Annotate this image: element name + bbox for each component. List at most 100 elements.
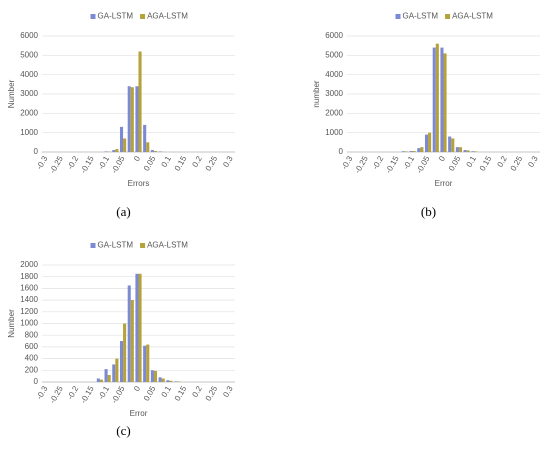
x-tick-label: 0.25 (509, 154, 525, 172)
x-tick-label: 0.25 (204, 384, 220, 402)
bar (428, 132, 432, 152)
bar (417, 148, 421, 152)
bar (174, 381, 178, 382)
x-tick-label: 0.25 (204, 154, 220, 172)
bar (169, 380, 173, 382)
legend-swatch (140, 14, 146, 19)
y-tick-label: 6000 (325, 31, 343, 40)
bar (115, 358, 119, 382)
y-tick-label: 2000 (20, 108, 38, 117)
x-tick-label: -0.05 (110, 384, 127, 405)
x-tick-label: -0.25 (48, 384, 65, 405)
bar (150, 150, 154, 152)
y-tick-label: 1000 (20, 128, 38, 137)
x-tick-label: 0.05 (447, 154, 463, 172)
bar (161, 378, 165, 382)
y-tick-label: 200 (25, 365, 39, 374)
x-tick-label: 0.2 (495, 154, 509, 169)
y-tick-label: 5000 (325, 50, 343, 59)
bar (440, 47, 444, 152)
y-axis-title: Number (7, 309, 16, 338)
y-tick-label: 2000 (20, 260, 38, 269)
bar (138, 273, 142, 382)
bar (127, 285, 131, 382)
legend-label: AGA-LSTM (147, 12, 188, 21)
y-tick-label: 400 (25, 354, 39, 363)
x-axis-title: Error (435, 179, 453, 188)
bar (112, 364, 116, 382)
x-tick-label: -0.25 (353, 154, 370, 175)
bar (135, 273, 139, 382)
x-tick-label: 0 (132, 384, 142, 393)
y-tick-label: 0 (339, 147, 344, 156)
legend-label: GA-LSTM (98, 12, 134, 21)
bar (150, 370, 154, 382)
y-tick-label: 4000 (20, 70, 38, 79)
legend-label: GA-LSTM (98, 241, 134, 250)
legend-label: AGA-LSTM (452, 12, 493, 21)
bar (96, 378, 100, 382)
bar (177, 381, 181, 382)
bar (130, 87, 134, 152)
y-axis-title: Number (7, 79, 16, 108)
bar (166, 380, 170, 382)
legend-swatch (395, 14, 401, 19)
x-tick-label: 0.3 (221, 384, 235, 399)
bar (153, 151, 158, 152)
bar (448, 136, 452, 152)
y-tick-label: 6000 (20, 31, 38, 40)
x-tick-label: 0.05 (142, 154, 158, 172)
y-tick-label: 800 (25, 330, 39, 339)
bar (112, 150, 116, 152)
bar (123, 323, 127, 382)
bar (115, 149, 119, 152)
bar (471, 151, 475, 152)
x-tick-label: -0.3 (35, 384, 50, 401)
bar (153, 370, 158, 382)
legend-label: AGA-LSTM (147, 241, 188, 250)
x-tick-label: 0.1 (160, 154, 174, 169)
x-tick-label: -0.3 (35, 154, 50, 171)
x-tick-label: 0.1 (465, 154, 479, 169)
bar (158, 377, 162, 382)
x-tick-label: 0 (132, 154, 142, 163)
caption: (c) (116, 423, 130, 438)
y-tick-label: 1000 (325, 128, 343, 137)
caption: (b) (421, 204, 436, 219)
bar (143, 345, 147, 382)
y-axis-title: number (312, 80, 321, 107)
legend-swatch (445, 14, 451, 19)
bar (409, 151, 413, 152)
y-tick-label: 1000 (20, 319, 38, 328)
x-tick-label: 0.05 (142, 384, 158, 402)
x-tick-label: -0.25 (48, 154, 65, 175)
caption: (a) (116, 204, 130, 219)
x-tick-label: 0.15 (173, 154, 189, 172)
x-tick-label: -0.2 (371, 154, 386, 171)
legend-label: GA-LSTM (403, 12, 439, 21)
y-tick-label: 2000 (325, 108, 343, 117)
bar (104, 151, 108, 152)
y-tick-label: 1400 (20, 295, 38, 304)
y-tick-label: 600 (25, 342, 39, 351)
bar (158, 151, 162, 152)
x-tick-label: -0.15 (79, 154, 96, 175)
x-tick-label: -0.1 (401, 154, 416, 171)
x-tick-label: 0 (437, 154, 447, 163)
bar (401, 151, 405, 152)
y-tick-label: 5000 (20, 50, 38, 59)
x-tick-label: 0.1 (160, 384, 174, 399)
bar (451, 138, 455, 152)
bar (104, 369, 108, 382)
x-tick-label: 0.15 (173, 384, 189, 402)
bar (130, 300, 134, 382)
bar (412, 151, 416, 152)
legend-swatch (90, 14, 96, 19)
legend-swatch (140, 243, 146, 248)
bar (404, 151, 408, 152)
x-tick-label: -0.3 (340, 154, 355, 171)
y-tick-label: 4000 (325, 70, 343, 79)
x-tick-label: 0.3 (221, 154, 235, 169)
bar (146, 344, 150, 382)
